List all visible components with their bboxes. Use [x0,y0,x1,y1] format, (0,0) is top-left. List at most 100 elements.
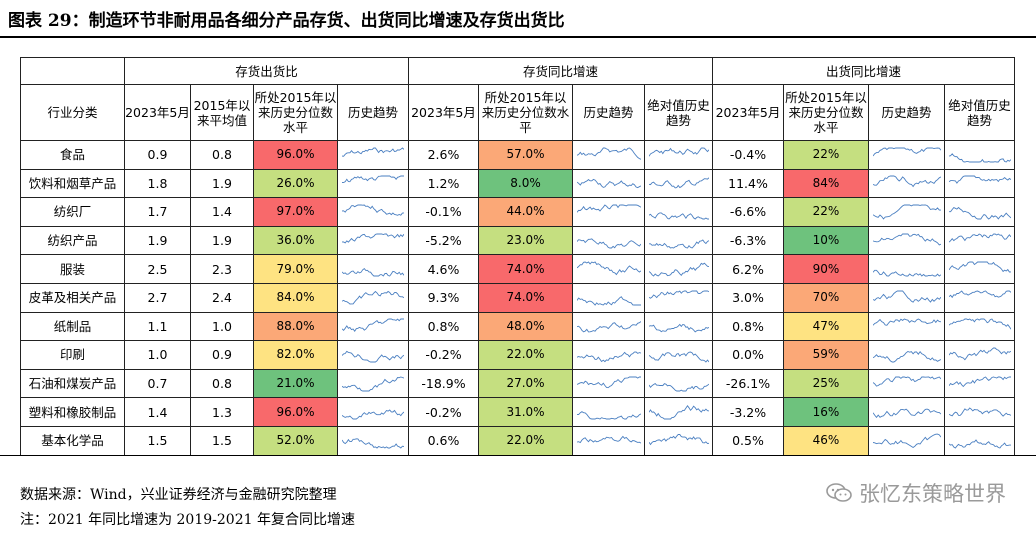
sparkline [872,204,941,220]
inventory-percentile: 74.0% [478,282,573,313]
shipment-trend [868,340,945,370]
inventory-trend [572,397,645,427]
sparkline [948,438,1011,449]
col-header-abs-trend: 绝对值历史趋势 [644,84,713,141]
sparkline [948,206,1011,220]
inventory-abs-trend [644,254,713,284]
industry-name: 塑料和橡胶制品 [20,397,125,427]
ratio-may2023: 1.9 [124,225,191,256]
table-row: 印刷 1.0 0.9 82.0% -0.2% 22.0% 0.0% 59% [20,340,1015,370]
table-row: 纺织产品 1.9 1.9 36.0% -5.2% 23.0% -6.3% 10% [20,225,1015,256]
sparkline [342,438,404,449]
inventory-trend [572,425,645,456]
inventory-trend [572,197,645,227]
shipment-trend [868,168,945,199]
ratio-avg2015: 1.3 [190,397,254,427]
group-header-row: 存货出货比 存货同比增速 出货同比增速 [20,57,1015,85]
industry-name: 服装 [20,254,125,284]
ratio-percentile: 84.0% [253,282,338,313]
sparkline [948,261,1011,273]
inventory-trend [572,225,645,256]
watermark-text: 张忆东策略世界 [859,482,1006,506]
group-header-shipment: 出货同比增速 [712,57,1015,85]
sparkline [948,233,1011,243]
data-table: 存货出货比 存货同比增速 出货同比增速 行业分类 2023年5月 2015年以来… [20,57,1015,456]
shipment-may2023: -0.4% [712,140,784,170]
inventory-abs-trend [644,168,713,199]
ratio-trend [337,168,409,199]
sparkline [648,262,709,277]
table-row: 纸制品 1.1 1.0 88.0% 0.8% 48.0% 0.8% 47% [20,311,1015,342]
col-header-percentile: 所处2015年以来历史分位数水平 [253,84,338,141]
shipment-percentile: 70% [783,282,869,313]
col-header-industry: 行业分类 [20,84,125,141]
shipment-percentile: 59% [783,340,869,370]
ratio-percentile: 21.0% [253,368,338,399]
shipment-abs-trend [944,140,1015,170]
sparkline [648,212,709,220]
inventory-abs-trend [644,282,713,313]
shipment-abs-trend [944,254,1015,284]
shipment-may2023: 3.0% [712,282,784,313]
ratio-trend [337,282,409,313]
col-header-abs-trend: 绝对值历史趋势 [944,84,1015,141]
industry-name: 纺织产品 [20,225,125,256]
table-row: 塑料和橡胶制品 1.4 1.3 96.0% -0.2% 31.0% -3.2% 16% [20,397,1015,427]
shipment-percentile: 16% [783,397,869,427]
sparkline [342,409,404,420]
shipment-percentile: 10% [783,225,869,256]
sparkline [576,411,641,420]
sparkline [648,290,709,299]
ratio-may2023: 1.0 [124,340,191,370]
ratio-percentile: 36.0% [253,225,338,256]
ratio-avg2015: 1.9 [190,168,254,199]
inventory-abs-trend [644,225,713,256]
industry-name: 食品 [20,140,125,170]
inventory-abs-trend [644,368,713,399]
sparkline [948,375,1011,387]
ratio-trend [337,340,409,370]
shipment-percentile: 25% [783,368,869,399]
industry-name: 基本化学品 [20,425,125,456]
table-row: 基本化学品 1.5 1.5 52.0% 0.6% 22.0% 0.5% 46% [20,425,1015,456]
column-header-row: 行业分类 2023年5月 2015年以来平均值 所处2015年以来历史分位数水平… [20,84,1015,141]
col-header-trend: 历史趋势 [572,84,645,141]
sparkline [872,147,941,157]
inventory-trend [572,254,645,284]
inventory-trend [572,140,645,170]
sparkline [576,376,641,388]
shipment-may2023: -26.1% [712,368,784,399]
sparkline [576,204,641,213]
inventory-trend [572,368,645,399]
inventory-trend [572,282,645,313]
shipment-abs-trend [944,397,1015,427]
inventory-trend [572,168,645,199]
sparkline [342,175,404,184]
sparkline [872,318,941,327]
ratio-may2023: 2.7 [124,282,191,313]
inventory-abs-trend [644,425,713,456]
ratio-avg2015: 0.8 [190,368,254,399]
shipment-percentile: 46% [783,425,869,456]
inventory-percentile: 57.0% [478,140,573,170]
ratio-trend [337,140,409,170]
watermark: 张忆东策略世界 [825,478,1006,508]
sparkline [576,351,641,363]
shipment-trend [868,368,945,399]
col-header-avg2015: 2015年以来平均值 [190,84,254,141]
group-header-inventory: 存货同比增速 [408,57,713,85]
ratio-avg2015: 0.9 [190,340,254,370]
col-header-percentile: 所处2015年以来历史分位数水平 [478,84,573,141]
sparkline [648,433,709,446]
ratio-avg2015: 2.3 [190,254,254,284]
sparkline [948,407,1011,417]
ratio-avg2015: 1.0 [190,311,254,342]
shipment-abs-trend [944,282,1015,313]
sparkline [648,238,709,249]
shipment-trend [868,140,945,170]
inventory-percentile: 31.0% [478,397,573,427]
sparkline [342,268,404,277]
sparkline [872,433,941,448]
inventory-percentile: 44.0% [478,197,573,227]
shipment-may2023: 0.5% [712,425,784,456]
